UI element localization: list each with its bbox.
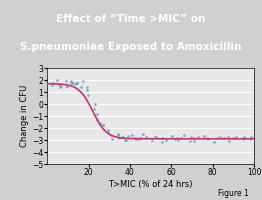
- Point: [92, 108, 96, 111]
- X-axis label: T>MIC (% of 24 hrs): T>MIC (% of 24 hrs): [108, 180, 193, 189]
- Point: [116, 136, 121, 139]
- Point: [144, 135, 148, 138]
- Point: [134, 137, 139, 141]
- Point: [227, 139, 231, 143]
- Point: [106, 129, 110, 132]
- Point: [98, 122, 102, 125]
- Point: [71, 82, 75, 85]
- Point: [138, 137, 142, 140]
- Point: [51, 81, 55, 85]
- Point: [94, 118, 99, 121]
- Point: [249, 135, 253, 138]
- Point: [58, 85, 62, 88]
- Point: [205, 136, 209, 139]
- Point: [75, 81, 79, 85]
- Point: [141, 133, 145, 136]
- Point: [121, 135, 125, 138]
- Point: [173, 137, 177, 141]
- Point: [160, 141, 164, 144]
- Point: [57, 83, 61, 86]
- Point: [212, 140, 216, 144]
- Point: [160, 136, 165, 139]
- Point: [164, 139, 168, 142]
- Text: S.pneumoniae Exposed to Amoxicillin: S.pneumoniae Exposed to Amoxicillin: [20, 42, 242, 52]
- Point: [138, 136, 142, 140]
- Point: [65, 84, 69, 87]
- Point: [234, 136, 238, 139]
- Point: [95, 112, 99, 116]
- Point: [187, 139, 192, 142]
- Point: [85, 88, 89, 91]
- Point: [73, 82, 77, 86]
- Point: [74, 82, 79, 85]
- Point: [50, 84, 54, 87]
- Point: [196, 136, 200, 139]
- Point: [110, 138, 114, 141]
- Point: [242, 136, 246, 139]
- Point: [59, 84, 63, 87]
- Point: [222, 137, 226, 140]
- Point: [65, 84, 69, 87]
- Point: [69, 79, 73, 83]
- Point: [109, 134, 113, 137]
- Point: [133, 136, 137, 139]
- Point: [123, 139, 127, 142]
- Point: [202, 134, 206, 138]
- Y-axis label: Change in CFU: Change in CFU: [20, 85, 29, 147]
- Point: [153, 136, 157, 139]
- Point: [116, 132, 120, 136]
- Point: [243, 137, 248, 140]
- Point: [101, 124, 105, 127]
- Point: [124, 138, 128, 142]
- Point: [106, 131, 110, 134]
- Point: [206, 138, 211, 141]
- Text: Figure 1: Figure 1: [218, 189, 249, 198]
- Point: [120, 136, 124, 139]
- Point: [54, 79, 59, 82]
- Text: Effect of “Time >MIC” on: Effect of “Time >MIC” on: [56, 14, 206, 24]
- Point: [69, 81, 73, 84]
- Point: [226, 136, 230, 139]
- Point: [179, 136, 183, 140]
- Point: [79, 85, 84, 89]
- Point: [218, 136, 222, 139]
- Point: [248, 138, 252, 141]
- Point: [231, 137, 235, 140]
- Point: [241, 137, 245, 140]
- Point: [116, 134, 120, 137]
- Point: [154, 136, 158, 139]
- Point: [192, 137, 196, 140]
- Point: [189, 136, 193, 139]
- Point: [126, 134, 130, 138]
- Point: [150, 138, 155, 141]
- Point: [192, 140, 196, 143]
- Point: [136, 138, 140, 141]
- Point: [64, 79, 68, 83]
- Point: [101, 123, 105, 127]
- Point: [86, 93, 90, 96]
- Point: [176, 138, 180, 142]
- Point: [81, 79, 85, 82]
- Point: [85, 85, 89, 88]
- Point: [182, 134, 186, 137]
- Point: [170, 134, 174, 137]
- Point: [93, 102, 97, 105]
- Point: [130, 134, 134, 137]
- Point: [175, 136, 179, 139]
- Point: [215, 136, 220, 140]
